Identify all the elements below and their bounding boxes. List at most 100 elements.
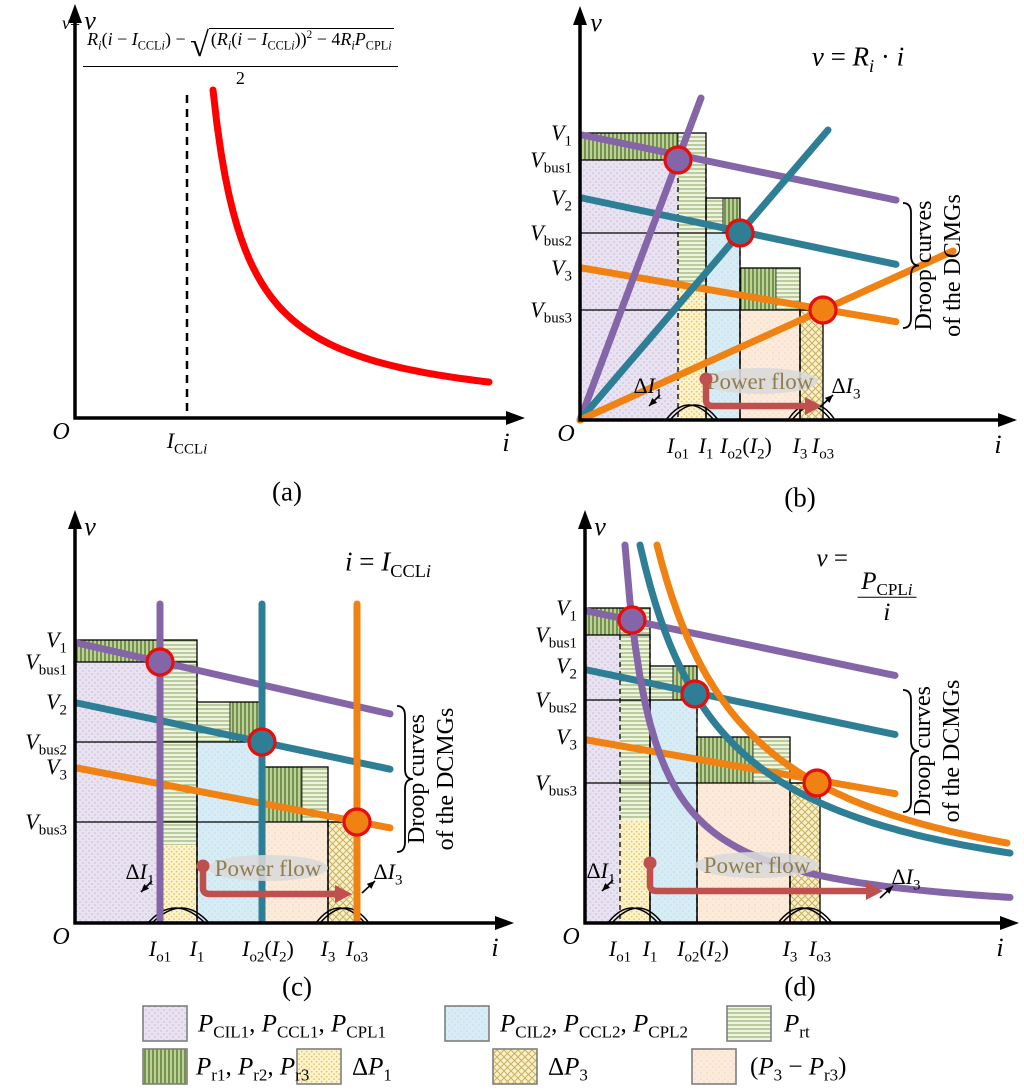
y-label-b-2: V2 [551, 185, 572, 215]
y-label-d-2: V2 [556, 653, 577, 683]
delta-i3-label-b: ΔI3 [831, 373, 861, 403]
legend-label-r2-3: (P3 − Pr3) [750, 1053, 847, 1084]
x-axis-label-a: i [502, 428, 510, 457]
caption-a: (a) [272, 476, 302, 507]
y-label-c-1: Vbus1 [25, 649, 67, 679]
x-tick-d-3: I3 [782, 936, 798, 966]
delta-i3-label-c: ΔI3 [373, 859, 403, 889]
y-label-c-3: Vbus2 [25, 729, 67, 759]
power-flow-arrow [702, 375, 810, 410]
y-label-d-5: Vbus3 [535, 770, 577, 800]
droop-note-line2: of the DCMGs [940, 194, 966, 337]
y-label-b-1: Vbus1 [530, 147, 572, 177]
y-label-d-3: Vbus2 [535, 687, 577, 717]
panel-b: Power flow Droop curves of the DCMGs [573, 6, 1017, 427]
y-label-c-0: V1 [46, 627, 67, 657]
droop-note-line1: Droop curves [911, 201, 937, 331]
power-flow-label: Power flow [704, 853, 811, 878]
y-label-b-3: Vbus2 [530, 220, 572, 250]
origin-label-c: O [52, 924, 70, 950]
x-tick-b-4: Io3 [811, 433, 835, 463]
y-axis-label-b: v [590, 8, 602, 37]
cpl-hyperbola-3 [653, 541, 1011, 847]
operating-point-1 [617, 605, 647, 635]
operating-point-1 [145, 647, 175, 677]
droop-note-line2: of the DCMGs [433, 708, 459, 851]
x-tick-c-4: Io3 [345, 936, 369, 966]
x-tick-c-1: I1 [189, 936, 205, 966]
x-tick-d-1: I1 [642, 936, 658, 966]
power-flow-arrow [646, 859, 871, 895]
legend-label-r2-2: ΔP3 [548, 1053, 588, 1084]
x-tick-c-2: Io2(I2) [242, 936, 294, 966]
delta-i3-label-d: ΔI3 [891, 864, 921, 894]
droop-note-line2: of the DCMGs [939, 680, 965, 823]
panel-a [68, 4, 525, 425]
y-label-b-4: V3 [551, 255, 572, 285]
x-tick-b-3: I3 [792, 433, 808, 463]
legend-label-r1-2: Prt [784, 1010, 810, 1041]
y-label-d-1: Vbus1 [535, 622, 577, 652]
legend-label-r1-1: PCIL2, PCCL2, PCPL2 [500, 1010, 688, 1041]
y-label-b-5: Vbus3 [530, 297, 572, 327]
y-axis-label-a: v [84, 6, 96, 35]
x-tick-b-1: I1 [698, 433, 714, 463]
power-flow-arrow [199, 862, 340, 898]
droop-note-line1: Droop curves [404, 714, 430, 844]
panel-d-power-flow: Power flow [601, 852, 894, 900]
y-label-d-0: V1 [556, 595, 577, 625]
origin-label-a: O [52, 419, 70, 445]
operating-point-3 [802, 768, 832, 798]
y-label-c-4: V3 [46, 754, 67, 784]
x-tick-b-2: Io2(I2) [720, 433, 772, 463]
y-axis-label-d: v [594, 512, 606, 541]
droop-brace [902, 689, 920, 813]
legend-label-r2-0: Pr1, Pr2, Pr3 [196, 1053, 310, 1084]
y-label-d-4: V3 [556, 724, 577, 754]
x-tick-b-0: Io1 [666, 433, 690, 463]
title-c: i = ICCLi [344, 546, 432, 581]
y-label-c-2: V2 [46, 689, 67, 719]
x-tick-d-0: Io1 [608, 936, 632, 966]
panel-c: Power flow Droop curves of the DCMGs [68, 510, 514, 930]
legend-label-r2-1: ΔP1 [352, 1053, 392, 1084]
delta-i1-label-c: ΔI1 [125, 859, 155, 889]
title-b: v = Ri · i [811, 41, 905, 76]
cpl-hyperbola-1 [621, 541, 1014, 901]
droop-brace [902, 202, 920, 329]
x-tick-d-2: Io2(I2) [677, 936, 729, 966]
y-axis-label-c: v [84, 512, 96, 541]
legend-label-r1-0: PCIL1, PCCL1, PCPL1 [198, 1010, 386, 1041]
iccl-tick-label: ICCLi [166, 428, 208, 458]
operating-point-3 [342, 807, 372, 837]
x-axis-label-b: i [994, 430, 1002, 459]
y-label-b-0: V1 [551, 120, 572, 150]
droop-note-line1: Droop curves [910, 686, 936, 816]
x-tick-c-0: Io1 [148, 936, 172, 966]
x-tick-c-3: I3 [320, 936, 336, 966]
x-axis-label-c: i [491, 933, 499, 962]
operating-point-2 [725, 218, 755, 248]
droop-brace [396, 705, 414, 853]
delta-i1-label-b: ΔI1 [633, 373, 663, 403]
y-label-c-5: Vbus3 [25, 809, 67, 839]
power-flow-ellipse [208, 855, 328, 881]
power-flow-label: Power flow [215, 856, 322, 881]
operating-point-1 [663, 145, 693, 175]
power-flow-ellipse [695, 852, 819, 878]
panel-d: Power flow Droop curves of the DCMGs [578, 510, 1019, 930]
panel-c-power-flow: Power flow [140, 855, 376, 903]
caption-b: (b) [784, 482, 816, 513]
power-flow-ellipse [702, 368, 818, 394]
x-axis-label-d: i [996, 933, 1004, 962]
cpl-curve [209, 86, 493, 386]
operating-point-3 [808, 295, 838, 325]
operating-point-2 [247, 727, 277, 757]
delta-i1-label-d: ΔI1 [586, 858, 616, 888]
power-flow-label: Power flow [707, 369, 814, 394]
legend [142, 1005, 772, 1085]
origin-label-d: O [562, 924, 580, 950]
caption-d: (d) [784, 971, 816, 1002]
formula-panel-a: v= Ri(i − ICCLi) − √ (Ri(i − ICCLi))2 − 4R… [62, 14, 401, 87]
